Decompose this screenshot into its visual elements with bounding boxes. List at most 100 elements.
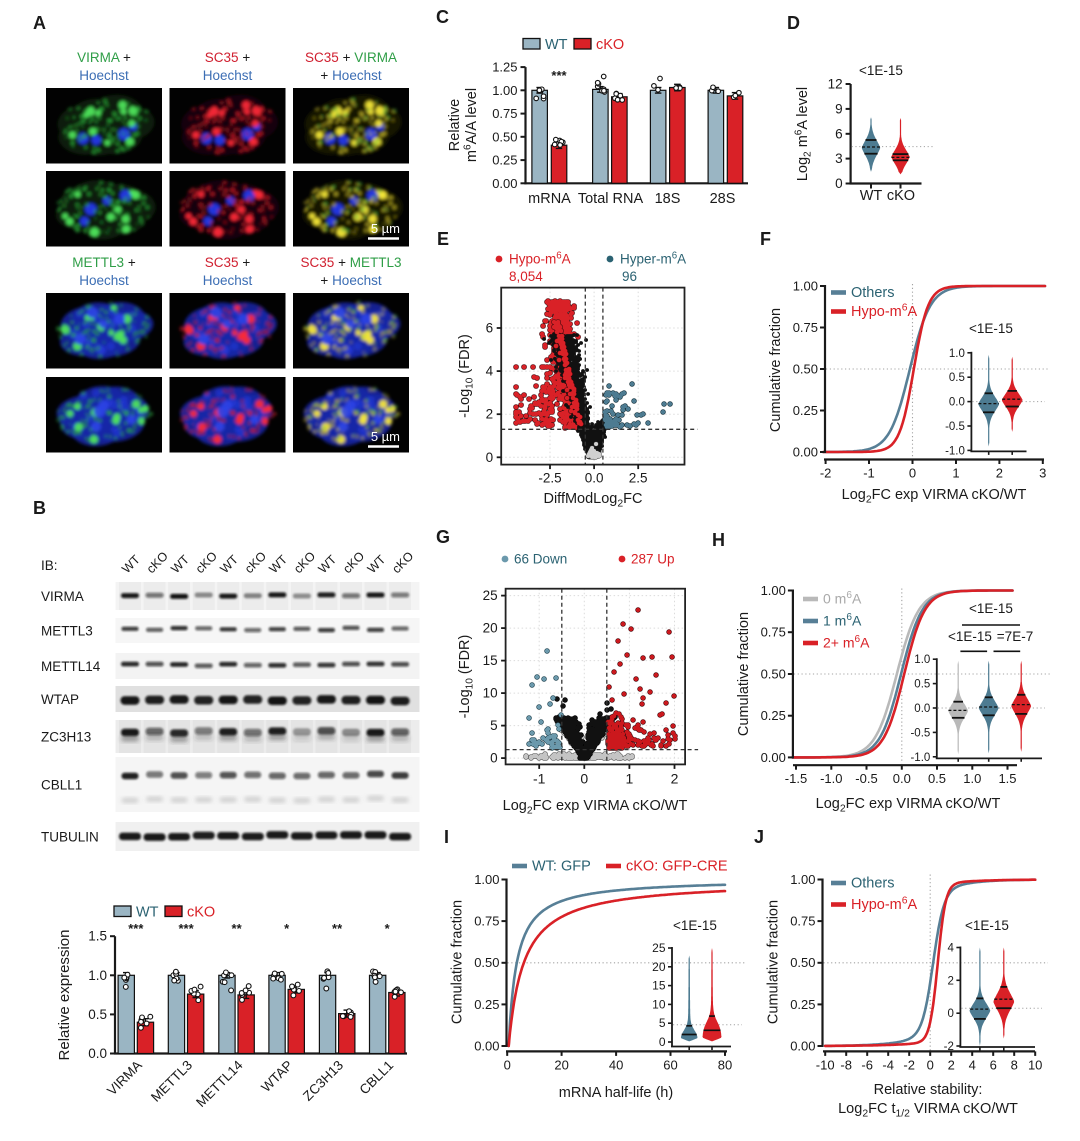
svg-text:Log2FC exp VIRMA cKO/WT: Log2FC exp VIRMA cKO/WT xyxy=(503,798,688,817)
svg-text:2: 2 xyxy=(996,466,1003,481)
svg-text:+ Hoechst: + Hoechst xyxy=(320,68,381,83)
svg-text:0: 0 xyxy=(947,1008,953,1020)
svg-text:Others: Others xyxy=(851,285,895,301)
svg-text:0.00: 0.00 xyxy=(474,1039,499,1054)
svg-text:F: F xyxy=(760,229,771,249)
svg-text:5 µm: 5 µm xyxy=(371,429,400,444)
svg-text:287 Up: 287 Up xyxy=(631,552,675,567)
svg-text:0.0: 0.0 xyxy=(914,703,930,715)
svg-text:-0.5: -0.5 xyxy=(855,771,877,786)
svg-text:1.00: 1.00 xyxy=(492,83,517,98)
svg-text:J: J xyxy=(754,827,764,847)
svg-text:0.50: 0.50 xyxy=(492,129,517,144)
svg-text:<1E-15: <1E-15 xyxy=(965,918,1009,933)
svg-text:2: 2 xyxy=(948,1057,955,1072)
svg-text:Hoechst: Hoechst xyxy=(79,68,129,83)
svg-text:0.50: 0.50 xyxy=(474,955,499,970)
svg-text:0.75: 0.75 xyxy=(790,914,815,929)
svg-text:Total RNA: Total RNA xyxy=(578,191,644,207)
svg-text:0.0: 0.0 xyxy=(585,471,604,486)
svg-text:1.0: 1.0 xyxy=(949,348,965,360)
svg-text:**: ** xyxy=(332,921,343,936)
svg-text:2.5: 2.5 xyxy=(629,471,648,486)
svg-text:WTAP: WTAP xyxy=(41,692,79,707)
svg-text:<1E-15: <1E-15 xyxy=(969,321,1013,336)
svg-text:1: 1 xyxy=(952,466,959,481)
svg-text:0.75: 0.75 xyxy=(793,320,818,335)
svg-text:***: *** xyxy=(551,68,567,83)
svg-text:2: 2 xyxy=(671,770,679,786)
svg-text:CBLL1: CBLL1 xyxy=(41,778,82,793)
svg-text:-1.5: -1.5 xyxy=(785,771,807,786)
svg-text:ZC3H13: ZC3H13 xyxy=(41,730,91,745)
svg-text:Log2 m6A level: Log2 m6A level xyxy=(794,87,814,181)
svg-text:Hypo-m6A: Hypo-m6A xyxy=(851,896,918,914)
svg-text:Hoechst: Hoechst xyxy=(203,68,253,83)
svg-text:10: 10 xyxy=(1028,1057,1042,1072)
svg-text:mRNA half-life (h): mRNA half-life (h) xyxy=(559,1085,673,1101)
svg-text:METTL3: METTL3 xyxy=(41,624,93,639)
svg-text:0.25: 0.25 xyxy=(492,153,517,168)
svg-text:0: 0 xyxy=(504,1057,511,1072)
svg-text:Cumulative fraction: Cumulative fraction xyxy=(450,900,466,1024)
svg-text:METTL14: METTL14 xyxy=(41,659,101,674)
svg-text:25: 25 xyxy=(483,588,498,603)
svg-text:cKO: cKO xyxy=(887,188,915,204)
svg-text:0.25: 0.25 xyxy=(790,997,815,1012)
svg-text:0.25: 0.25 xyxy=(474,997,499,1012)
svg-text:60: 60 xyxy=(663,1057,677,1072)
svg-text:0.75: 0.75 xyxy=(761,625,786,640)
svg-text:SC35 +: SC35 + xyxy=(205,50,251,65)
svg-text:-Log10 (FDR): -Log10 (FDR) xyxy=(457,635,476,719)
svg-text:Hypo-m6A: Hypo-m6A xyxy=(509,250,571,266)
svg-text:B: B xyxy=(33,498,46,518)
svg-text:I: I xyxy=(444,827,449,847)
svg-text:3: 3 xyxy=(835,151,843,166)
svg-text:VIRMA +: VIRMA + xyxy=(77,50,131,65)
svg-text:-2: -2 xyxy=(820,466,832,481)
svg-text:0: 0 xyxy=(490,751,498,766)
svg-text:-2.5: -2.5 xyxy=(538,471,561,486)
svg-text:0.50: 0.50 xyxy=(793,362,818,377)
svg-text:5 µm: 5 µm xyxy=(371,221,400,236)
svg-text:Cumulative fraction: Cumulative fraction xyxy=(768,308,784,432)
svg-text:=7E-7: =7E-7 xyxy=(997,629,1033,644)
svg-text:Relative stability:: Relative stability: xyxy=(874,1082,983,1098)
svg-text:0: 0 xyxy=(486,450,494,465)
svg-text:0.00: 0.00 xyxy=(761,750,786,765)
svg-text:Log2FC t1/2 VIRMA cKO/WT: Log2FC t1/2 VIRMA cKO/WT xyxy=(838,1101,1018,1120)
svg-text:SC35 + METTL3: SC35 + METTL3 xyxy=(301,255,402,270)
svg-text:-1.0: -1.0 xyxy=(910,752,930,764)
svg-text:1 m6A: 1 m6A xyxy=(823,612,862,628)
svg-text:Hypo-m6A: Hypo-m6A xyxy=(851,303,918,321)
svg-text:20: 20 xyxy=(554,1057,568,1072)
svg-text:1.00: 1.00 xyxy=(793,279,818,294)
svg-text:+ Hoechst: + Hoechst xyxy=(320,273,381,288)
svg-text:-Log10 (FDR): -Log10 (FDR) xyxy=(457,334,476,418)
svg-text:cKO: GFP-CRE: cKO: GFP-CRE xyxy=(626,859,728,875)
svg-text:1.00: 1.00 xyxy=(761,583,786,598)
svg-text:40: 40 xyxy=(609,1057,623,1072)
svg-text:0: 0 xyxy=(835,176,843,191)
svg-text:0: 0 xyxy=(659,1035,666,1049)
svg-text:-6: -6 xyxy=(861,1057,873,1072)
svg-text:H: H xyxy=(712,530,725,550)
svg-text:Cumulative fraction: Cumulative fraction xyxy=(736,612,752,736)
svg-text:0.25: 0.25 xyxy=(793,403,818,418)
svg-text:6: 6 xyxy=(990,1057,997,1072)
svg-text:0.75: 0.75 xyxy=(474,914,499,929)
svg-text:1.00: 1.00 xyxy=(790,872,815,887)
svg-text:5: 5 xyxy=(490,718,498,733)
svg-text:0.00: 0.00 xyxy=(793,445,818,460)
svg-text:3: 3 xyxy=(1039,466,1046,481)
svg-text:0.5: 0.5 xyxy=(949,372,965,384)
svg-text:10: 10 xyxy=(483,686,498,701)
svg-text:0.50: 0.50 xyxy=(761,667,786,682)
svg-text:0.5: 0.5 xyxy=(88,1007,107,1022)
svg-text:0.75: 0.75 xyxy=(492,106,517,121)
svg-text:-2: -2 xyxy=(903,1057,915,1072)
svg-text:1.5: 1.5 xyxy=(998,771,1016,786)
svg-text:0: 0 xyxy=(580,770,588,786)
svg-text:-8: -8 xyxy=(840,1057,852,1072)
svg-text:6: 6 xyxy=(486,321,494,336)
